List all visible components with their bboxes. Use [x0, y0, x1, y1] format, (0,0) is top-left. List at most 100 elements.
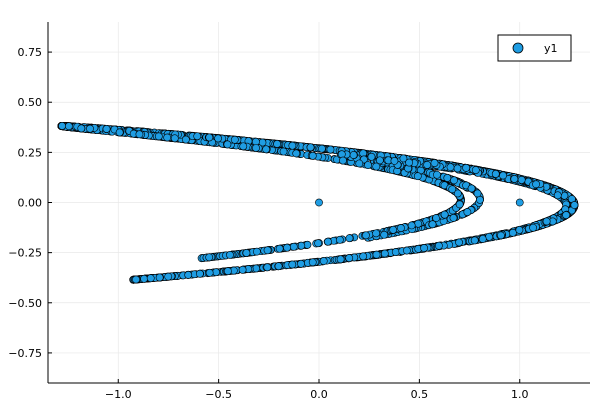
- data-point: [449, 214, 458, 222]
- data-point: [471, 166, 480, 174]
- y-tick-label: −0.75: [8, 347, 42, 360]
- x-tick-label: −0.5: [205, 388, 232, 401]
- data-point: [532, 180, 541, 189]
- series-y1-points: [57, 122, 579, 284]
- data-point: [499, 171, 507, 180]
- data-point: [205, 133, 214, 142]
- data-point: [184, 271, 193, 279]
- data-point: [317, 144, 326, 153]
- x-tick-label: 0.5: [411, 388, 429, 401]
- data-point: [288, 141, 297, 150]
- data-point: [275, 244, 284, 253]
- data-point: [205, 268, 214, 277]
- data-point: [345, 234, 354, 243]
- data-point: [413, 172, 422, 181]
- data-point: [470, 236, 479, 245]
- data-point: [263, 246, 272, 255]
- tick-labels: −1.0 −0.5 0.0 0.5 1.0 −0.75 −0.50 −0.25 0.00 0.25…: [8, 46, 528, 401]
- data-point: [414, 219, 423, 228]
- data-point: [252, 264, 261, 273]
- y-tick-label: −0.50: [8, 297, 42, 310]
- data-point: [430, 159, 439, 167]
- data-point: [553, 191, 562, 200]
- data-point: [478, 235, 487, 243]
- data-point: [154, 132, 163, 141]
- data-point: [542, 217, 551, 226]
- data-point: [453, 164, 462, 173]
- data-point: [428, 220, 437, 229]
- data-point: [434, 241, 443, 250]
- data-point: [515, 198, 524, 207]
- data-point: [135, 130, 144, 139]
- legend-marker-y1: [512, 42, 524, 54]
- data-point: [446, 163, 455, 172]
- data-point: [339, 156, 347, 165]
- data-point: [355, 159, 364, 168]
- legend: y1: [497, 34, 572, 62]
- data-point: [380, 249, 389, 258]
- data-point: [375, 156, 384, 165]
- y-tick-label: 0.75: [18, 46, 43, 59]
- legend-label-y1: y1: [544, 42, 558, 55]
- data-point: [402, 246, 411, 255]
- data-point: [326, 145, 335, 154]
- data-point: [283, 243, 291, 252]
- data-point: [58, 122, 66, 130]
- legend-box: [497, 34, 572, 62]
- data-point: [420, 244, 428, 252]
- data-point: [146, 274, 155, 283]
- data-point: [372, 250, 381, 259]
- data-point: [390, 157, 399, 165]
- data-point: [335, 235, 344, 244]
- data-point: [279, 147, 288, 156]
- data-point: [440, 210, 449, 219]
- data-point: [319, 257, 328, 265]
- data-point: [274, 262, 283, 271]
- data-point: [364, 161, 372, 170]
- data-point: [372, 162, 381, 171]
- y-tick-label: 0.00: [18, 197, 43, 210]
- data-point: [463, 208, 472, 216]
- data-point: [132, 275, 140, 284]
- data-point: [405, 158, 414, 167]
- data-point: [315, 198, 323, 207]
- data-point: [263, 263, 272, 272]
- data-point: [397, 224, 405, 232]
- data-point: [252, 144, 260, 152]
- data-point: [223, 267, 232, 276]
- data-point: [86, 124, 94, 133]
- data-point: [336, 255, 345, 264]
- data-point: [102, 125, 111, 133]
- x-tick-label: −1.0: [105, 388, 132, 401]
- data-point: [529, 223, 538, 232]
- data-point: [195, 269, 204, 278]
- data-point: [367, 152, 376, 161]
- y-tick-label: 0.50: [18, 96, 43, 109]
- data-point: [423, 160, 432, 169]
- data-point: [570, 201, 579, 209]
- data-point: [510, 175, 519, 183]
- data-point: [163, 133, 172, 142]
- y-tick-label: −0.25: [8, 247, 42, 260]
- data-point: [212, 268, 220, 277]
- data-point: [337, 150, 346, 159]
- data-point: [288, 260, 297, 269]
- data-point: [399, 154, 408, 163]
- data-point: [448, 185, 457, 194]
- data-point: [407, 221, 416, 230]
- data-point: [517, 175, 526, 184]
- data-point: [239, 142, 248, 151]
- axes: [47, 22, 590, 384]
- data-point: [262, 145, 271, 154]
- data-point: [306, 143, 315, 152]
- data-point: [297, 259, 305, 268]
- data-point: [155, 273, 164, 282]
- data-point: [164, 272, 173, 281]
- data-point: [223, 140, 232, 149]
- x-tick-label: 0.0: [310, 388, 328, 401]
- y-tick-label: 0.25: [18, 146, 43, 159]
- data-point: [349, 151, 358, 159]
- data-point: [455, 200, 464, 209]
- data-point: [450, 176, 458, 185]
